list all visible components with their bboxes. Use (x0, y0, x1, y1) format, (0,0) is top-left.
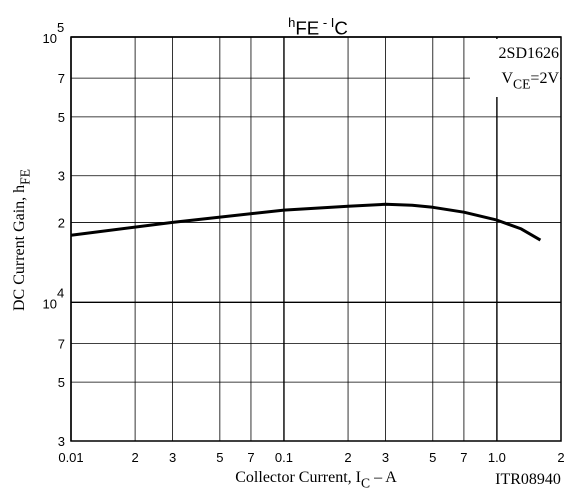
chart-title-part: FE (295, 18, 319, 39)
x-axis-label-part: – A (370, 469, 397, 486)
chart-title-part: h (288, 15, 295, 30)
y-tick-label: 2 (58, 215, 65, 230)
y-tick-label: 3 (58, 169, 65, 184)
x-tick-label: 7 (460, 450, 467, 465)
x-tick-label: 2 (131, 450, 138, 465)
x-tick-label: 0.1 (275, 450, 293, 465)
y-tick-label: 5 (58, 110, 65, 125)
annotation-part: V (501, 70, 513, 87)
y-axis-label: DC Current Gain, hFE (11, 169, 33, 311)
x-axis-label-part: Collector Current, I (235, 469, 361, 486)
y-tick-label: 7 (58, 71, 65, 86)
x-tick-label: 5 (216, 450, 223, 465)
annotation: 2SD1626 (499, 45, 559, 62)
y-axis-label-part: DC Current Gain, h (11, 185, 28, 311)
annotation-part: =2V (530, 70, 559, 87)
annotation: VCE=2V (501, 70, 559, 92)
y-tick-label: 7 (58, 336, 65, 351)
x-tick-label: 3 (169, 450, 176, 465)
x-tick-label: 7 (247, 450, 254, 465)
x-tick-label: 2 (344, 450, 351, 465)
x-axis-label: Collector Current, IC – A (235, 469, 397, 491)
curve (70, 202, 542, 242)
chart-title-part: - I (319, 15, 334, 30)
x-tick-label: 5 (429, 450, 436, 465)
figure-code: ITR08940 (495, 471, 561, 488)
y-tick-label: 3 (58, 434, 65, 449)
y-tick-exponent: 5 (57, 20, 64, 35)
y-axis-label-part: FE (18, 169, 33, 185)
y-tick-exponent: 4 (57, 285, 64, 300)
x-tick-label: 1.0 (488, 450, 506, 465)
x-tick-label: 2 (557, 450, 564, 465)
chart-title-part: C (334, 18, 348, 39)
y-tick-label: 10 (43, 31, 57, 46)
annotation-part: 2SD1626 (499, 45, 559, 62)
x-axis-label-part: C (361, 476, 370, 491)
x-tick-label: 0.01 (58, 450, 83, 465)
y-tick-label: 5 (58, 375, 65, 390)
chart-title: hFE - IC (288, 15, 348, 39)
x-tick-label: 3 (382, 450, 389, 465)
annotation-bg (470, 39, 560, 97)
plot-frame (70, 36, 562, 442)
y-tick-label: 10 (43, 296, 57, 311)
annotation-part: CE (513, 77, 530, 92)
